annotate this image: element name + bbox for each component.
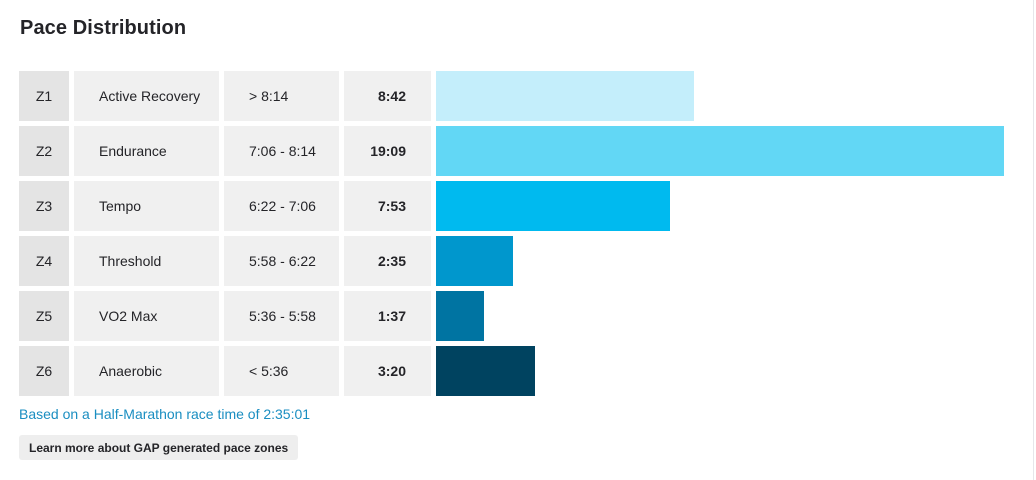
learn-more-button[interactable]: Learn more about GAP generated pace zone… [19,435,299,460]
zone-row-z4: Z4 Threshold 5:58 - 6:22 2:35 [19,236,1009,286]
zone-pace-range: 6:22 - 7:06 [224,181,339,231]
zone-id: Z5 [19,291,69,341]
zone-bar-z5 [436,291,484,341]
zone-time: 1:37 [344,291,431,341]
zone-name: VO2 Max [74,291,219,341]
zone-id: Z1 [19,71,69,121]
zone-time: 19:09 [344,126,431,176]
zone-row-z3: Z3 Tempo 6:22 - 7:06 7:53 [19,181,1009,231]
right-divider [1033,0,1034,480]
zone-name: Anaerobic [74,346,219,396]
zone-pace-range: 7:06 - 8:14 [224,126,339,176]
zone-bar-z6 [436,346,535,396]
zone-pace-range: 5:36 - 5:58 [224,291,339,341]
zone-name: Threshold [74,236,219,286]
zone-pace-range: 5:58 - 6:22 [224,236,339,286]
zone-bar-z4 [436,236,513,286]
zone-time: 7:53 [344,181,431,231]
zone-id: Z4 [19,236,69,286]
zone-bar-z3 [436,181,670,231]
zone-pace-range: < 5:36 [224,346,339,396]
zone-bar-z2 [436,126,1004,176]
page-title: Pace Distribution [20,17,187,39]
zone-bar-z1 [436,71,694,121]
zone-row-z6: Z6 Anaerobic < 5:36 3:20 [19,346,1009,396]
zone-name: Endurance [74,126,219,176]
zone-id: Z2 [19,126,69,176]
race-time-note: Based on a Half-Marathon race time of 2:… [19,406,311,422]
zone-time: 2:35 [344,236,431,286]
zone-time: 8:42 [344,71,431,121]
zone-name: Active Recovery [74,71,219,121]
zone-pace-range: > 8:14 [224,71,339,121]
zone-id: Z3 [19,181,69,231]
zone-row-z2: Z2 Endurance 7:06 - 8:14 19:09 [19,126,1009,176]
zone-time: 3:20 [344,346,431,396]
zone-row-z5: Z5 VO2 Max 5:36 - 5:58 1:37 [19,291,1009,341]
zone-name: Tempo [74,181,219,231]
zone-row-z1: Z1 Active Recovery > 8:14 8:42 [19,71,1009,121]
zone-id: Z6 [19,346,69,396]
